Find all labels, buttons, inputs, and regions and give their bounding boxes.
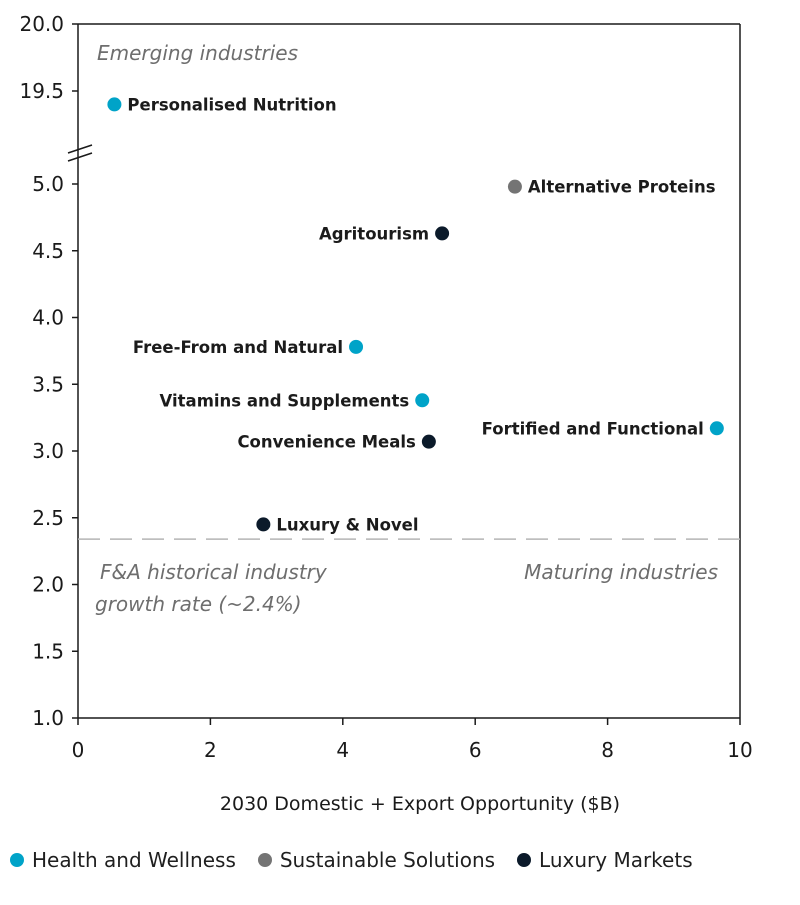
data-point: [421, 434, 436, 449]
y-tick-label: 2.0: [32, 573, 64, 597]
y-tick-label: 1.5: [32, 639, 64, 663]
data-point: [435, 226, 450, 241]
axis-break-mark: [67, 152, 93, 162]
data-point-label: Fortified and Functional: [482, 419, 704, 438]
annotation-historical-line2: growth rate (~2.4%): [95, 592, 302, 616]
data-point: [107, 97, 122, 112]
data-point: [256, 517, 271, 532]
axes: [67, 23, 741, 719]
data-point: [507, 179, 522, 194]
y-tick-label: 20.0: [19, 12, 64, 36]
legend-label: Health and Wellness: [32, 848, 236, 872]
legend-item-health-and-wellness: Health and Wellness: [10, 848, 236, 872]
x-axis-title: 2030 Domestic + Export Opportunity ($B): [220, 793, 620, 815]
legend-label: Sustainable Solutions: [279, 848, 496, 872]
annotation-historical-line1: F&A historical industry: [100, 560, 328, 584]
data-point-label: Convenience Meals: [237, 433, 416, 452]
legend-dot-icon: [517, 853, 532, 867]
points: Personalised Nutrition Free-From and Natu…: [107, 95, 724, 534]
legend-dot-icon: [257, 853, 272, 867]
data-point: [349, 339, 364, 354]
axis-break-mark: [67, 144, 93, 154]
data-point-label: Agritourism: [319, 224, 429, 243]
x-tick-label: 4: [336, 738, 349, 762]
y-tick-label: 5.0: [32, 172, 64, 196]
legend-label: Luxury Markets: [539, 848, 693, 872]
ticks: 1.0 1.5 2.0 2.5 3.0 3.5 4.0 4.5 5.0 19.5 20.0 0 2 4 6 8…: [19, 12, 752, 762]
legend-dot-icon: [10, 853, 24, 867]
data-point-label: Free-From and Natural: [133, 338, 343, 357]
data-point-label: Personalised Nutrition: [127, 95, 336, 114]
y-tick-label: 4.5: [32, 239, 64, 263]
y-tick-label: 3.5: [32, 372, 64, 396]
data-point-label: Luxury & Novel: [276, 515, 418, 534]
data-point: [709, 421, 724, 436]
x-tick-label: 10: [727, 738, 752, 762]
legend: Health and Wellness Sustainable Solution…: [10, 848, 715, 872]
x-tick-label: 0: [72, 738, 85, 762]
y-tick-label: 19.5: [19, 79, 64, 103]
y-tick-label: 1.0: [32, 706, 64, 730]
x-tick-label: 8: [601, 738, 614, 762]
legend-item-luxury-markets: Luxury Markets: [517, 848, 693, 872]
y-tick-label: 4.0: [32, 306, 64, 330]
data-point-label: Vitamins and Supplements: [160, 391, 410, 410]
data-point-label: Alternative Proteins: [528, 178, 716, 197]
x-tick-label: 6: [469, 738, 482, 762]
y-tick-label: 2.5: [32, 506, 64, 530]
x-tick-label: 2: [204, 738, 217, 762]
annotation-emerging: Emerging industries: [97, 41, 298, 65]
legend-item-sustainable-solutions: Sustainable Solutions: [257, 848, 496, 872]
data-point: [415, 393, 430, 408]
annotation-maturing: Maturing industries: [524, 560, 718, 584]
y-tick-label: 3.0: [32, 439, 64, 463]
